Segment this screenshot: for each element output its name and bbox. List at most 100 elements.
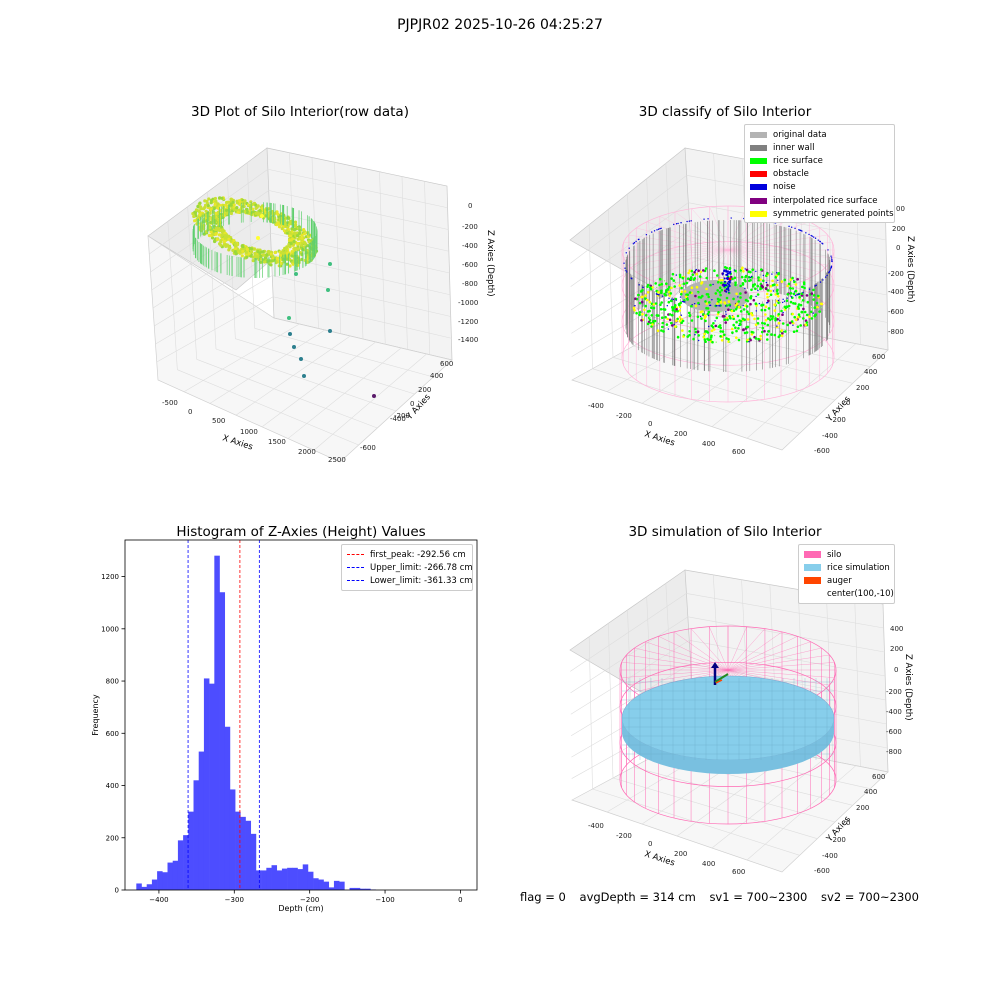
raw-point xyxy=(292,228,296,232)
cls-point xyxy=(711,299,713,301)
cls-ytick: 200 xyxy=(856,384,869,392)
raw-point xyxy=(257,258,261,262)
cls-point xyxy=(792,330,796,334)
silo-spoke xyxy=(727,626,747,671)
cls-point xyxy=(712,322,715,325)
cls-noise-ring xyxy=(677,222,679,225)
cls-noise-ring xyxy=(777,299,780,302)
cls-noise-ring xyxy=(715,305,717,307)
cls-point xyxy=(777,272,781,275)
raw-point xyxy=(251,259,255,263)
raw-point xyxy=(268,259,272,263)
sim-ztick: 0 xyxy=(894,666,898,674)
cls-point xyxy=(712,328,716,331)
cls-point xyxy=(709,269,711,271)
cls-noise-spike xyxy=(726,282,729,285)
raw-point xyxy=(261,253,266,257)
cls-point xyxy=(775,289,779,293)
cls-point xyxy=(755,270,757,273)
sim-xtick: 0 xyxy=(648,840,652,848)
cls-point xyxy=(737,296,739,298)
raw-point xyxy=(220,233,224,237)
raw-ztick: -1400 xyxy=(458,336,478,344)
status-sv1: sv1 = 700~2300 xyxy=(709,890,808,904)
cls-point xyxy=(786,323,790,327)
raw-point xyxy=(280,251,284,255)
cls-point xyxy=(670,313,674,317)
gridline xyxy=(689,229,887,268)
cls-point xyxy=(776,325,778,327)
raw-point xyxy=(294,223,298,227)
sim-xlabel: X Axies xyxy=(643,849,676,868)
raw-ytick: 400 xyxy=(430,372,443,380)
cls-point xyxy=(729,341,731,343)
cls-noise-ring xyxy=(624,267,626,269)
cls-point xyxy=(724,321,727,324)
gridline xyxy=(570,593,687,672)
cls-point xyxy=(730,309,734,313)
raw-point xyxy=(219,240,223,244)
gridline xyxy=(267,168,448,209)
cls-point xyxy=(656,286,658,289)
cls-noise-spike xyxy=(728,271,731,274)
cls-point xyxy=(692,337,695,341)
cls-noise-ring xyxy=(830,265,833,267)
cls-xtick: 200 xyxy=(674,430,687,438)
hist-bar xyxy=(209,683,215,890)
cls-point xyxy=(780,334,784,338)
raw-ytick: -600 xyxy=(360,444,376,452)
cls-point xyxy=(776,318,779,321)
cls-point xyxy=(760,303,763,307)
cls-point xyxy=(751,268,754,272)
cls-noise-spike xyxy=(723,270,726,273)
raw-point xyxy=(265,253,269,257)
cls-point xyxy=(780,329,783,332)
cls-point xyxy=(748,279,751,283)
cls-point xyxy=(686,293,690,297)
cls-point xyxy=(760,330,764,334)
raw-point xyxy=(249,207,253,211)
cls-point xyxy=(662,330,665,333)
cls-point xyxy=(692,278,696,281)
cls-noise-ring xyxy=(786,297,788,299)
cls-noise-ring xyxy=(628,247,630,249)
cls-point xyxy=(654,302,658,305)
raw-point xyxy=(300,236,304,240)
cls-point xyxy=(652,306,656,310)
cls-point xyxy=(745,331,749,334)
sim-ztick: -800 xyxy=(886,748,902,756)
panel-title-classify: 3D classify of Silo Interior xyxy=(638,104,812,120)
cls-point xyxy=(720,339,724,342)
raw-point xyxy=(208,211,212,215)
cls-point xyxy=(690,286,694,290)
cls-point xyxy=(734,281,737,285)
raw-point xyxy=(285,246,289,250)
cls-point xyxy=(676,335,680,339)
raw-xtick: 2500 xyxy=(328,456,346,464)
legend-item: noise xyxy=(750,181,889,194)
cls-noise-ring xyxy=(827,249,829,251)
cls-noise-ring xyxy=(725,305,727,307)
cls-point xyxy=(660,329,663,332)
cls-point xyxy=(810,292,814,295)
cls-noise-ring xyxy=(742,304,744,307)
cls-point xyxy=(820,306,822,308)
cls-point xyxy=(682,282,686,286)
cls-point xyxy=(758,302,761,305)
hist-bar xyxy=(297,869,304,890)
cls-point xyxy=(791,288,794,290)
cls-point xyxy=(738,319,741,322)
raw-point xyxy=(285,262,289,266)
cls-noise-ring xyxy=(623,262,625,264)
gridline xyxy=(686,593,884,629)
cls-point xyxy=(751,313,754,317)
raw-point xyxy=(199,205,203,209)
cls-point xyxy=(766,295,769,299)
cls-point xyxy=(806,300,810,304)
cls-point xyxy=(707,295,710,299)
hist-vlines xyxy=(187,540,260,890)
cls-point xyxy=(680,321,683,325)
cls-noise-spike xyxy=(722,283,725,286)
legend-item: inner wall xyxy=(750,141,889,154)
cls-noise-ring xyxy=(625,252,627,254)
